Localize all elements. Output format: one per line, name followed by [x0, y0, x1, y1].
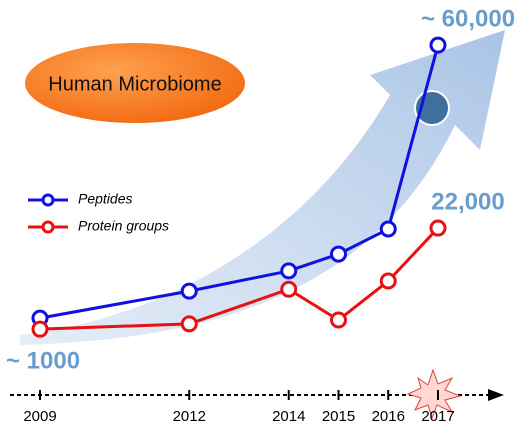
value-label: ~ 1000 [6, 348, 80, 375]
point [429, 36, 447, 54]
x-axis-arrow [488, 389, 504, 401]
point [31, 320, 49, 338]
x-tick-label: 2016 [372, 408, 405, 425]
point [180, 282, 198, 300]
point [180, 315, 198, 333]
point [330, 311, 347, 329]
value-label: ~ 60,000 [421, 5, 515, 32]
chart-title: Human Microbiome [48, 73, 221, 95]
x-tick-label: 2012 [173, 408, 206, 425]
title-badge [25, 43, 245, 123]
point [429, 219, 447, 237]
point [379, 220, 397, 238]
x-tick-label: 2017 [421, 408, 454, 425]
point [280, 280, 298, 298]
burst [406, 368, 462, 420]
x-tick-label: 2009 [23, 408, 56, 425]
x-tick-label: 2015 [322, 408, 355, 425]
legend-marker [41, 220, 55, 234]
legend-marker [41, 193, 55, 207]
point [330, 245, 347, 263]
series-line [39, 227, 440, 331]
x-tick-label: 2014 [272, 408, 305, 425]
series-line [39, 44, 440, 320]
trend-arrow [20, 30, 505, 345]
legend-label: Peptides [78, 191, 132, 207]
point [280, 262, 298, 280]
value-label: 22,000 [431, 188, 504, 215]
legend-label: Protein groups [78, 218, 169, 234]
point [379, 272, 397, 290]
